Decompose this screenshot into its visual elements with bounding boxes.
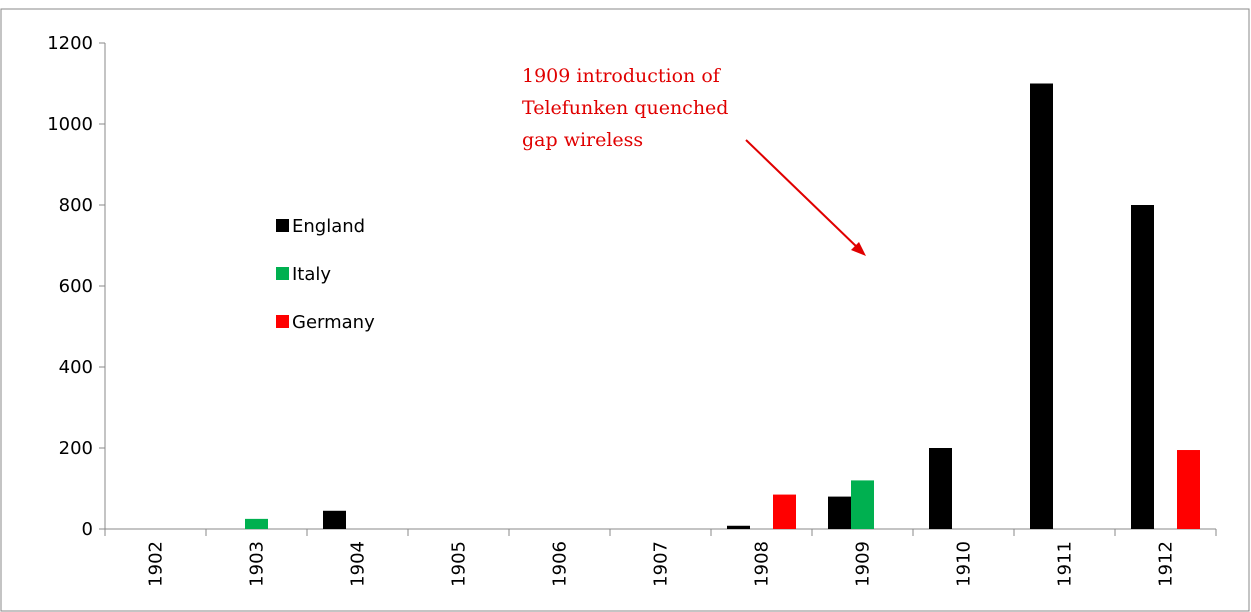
legend-label: Germany — [292, 312, 375, 333]
annotation-arrow — [745, 139, 861, 251]
annotation-line: 1909 introduction of — [522, 65, 722, 87]
x-tick-label: 1905 — [449, 541, 470, 587]
x-tick-label: 1911 — [1055, 541, 1076, 587]
chart-border — [0, 8, 1250, 612]
bar — [245, 518, 268, 529]
x-tick-label: 1907 — [651, 541, 672, 587]
x-tick-label: 1906 — [550, 541, 571, 587]
y-tick-label: 1000 — [47, 114, 93, 135]
annotation-line: gap wireless — [522, 129, 643, 151]
legend-swatch — [276, 267, 289, 280]
y-tick-label: 800 — [59, 195, 93, 216]
x-tick-label: 1908 — [752, 541, 773, 587]
x-tick-label: 1909 — [853, 541, 874, 587]
x-tick-label: 1902 — [146, 541, 167, 587]
annotation: 1909 introduction of Telefunken quenched… — [522, 65, 866, 256]
x-tick-label: 1903 — [247, 541, 268, 587]
bar — [1030, 83, 1053, 529]
y-tick-label: 600 — [59, 276, 93, 297]
bar — [323, 510, 346, 529]
x-tick-label: 1910 — [954, 541, 975, 587]
x-tick-label: 1912 — [1156, 541, 1177, 587]
bar — [773, 494, 796, 529]
y-tick-label: 400 — [59, 357, 93, 378]
bar — [851, 480, 874, 529]
legend-label: Italy — [292, 264, 331, 285]
x-tick-label: 1904 — [348, 541, 369, 587]
bar — [1177, 450, 1200, 529]
y-tick-label: 0 — [82, 519, 93, 540]
legend-swatch — [276, 315, 289, 328]
annotation-line: Telefunken quenched — [522, 97, 728, 119]
y-tick-label: 200 — [59, 438, 93, 459]
bar — [1131, 205, 1154, 529]
bar — [828, 496, 851, 529]
bar — [929, 448, 952, 529]
y-tick-label: 1200 — [47, 33, 93, 54]
legend-label: England — [292, 216, 365, 237]
bar — [727, 525, 750, 529]
legend-swatch — [276, 219, 289, 232]
arrow-head — [851, 242, 866, 256]
